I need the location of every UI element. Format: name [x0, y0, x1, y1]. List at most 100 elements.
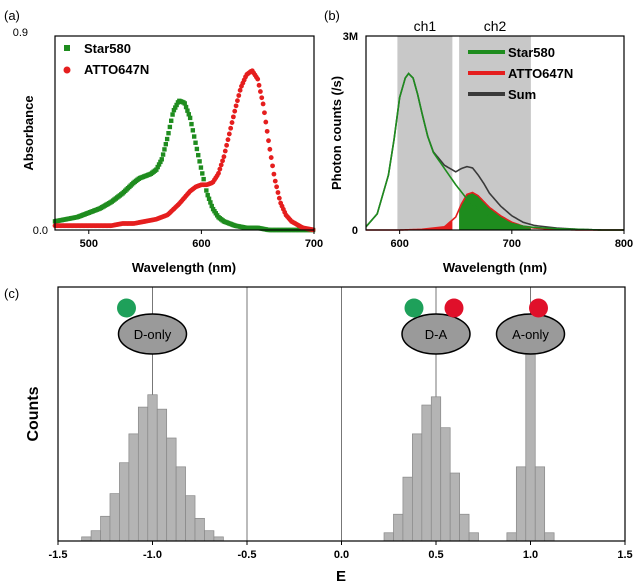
panel-c-xtick-label: -1.5 — [49, 549, 68, 561]
panel-a-point-atto647n — [275, 190, 281, 195]
panel-c-ylabel: Counts — [25, 386, 42, 441]
panel-a-point-star580 — [164, 136, 170, 142]
channel-label-ch2: ch2 — [484, 18, 507, 34]
annotation-dot-a-only — [529, 298, 548, 318]
panel-a-point-atto647n — [222, 148, 228, 154]
panel-a-point-star580 — [198, 165, 204, 170]
panel-a-point-atto647n — [274, 184, 280, 190]
panel-a-point-atto647n — [272, 178, 278, 184]
panel-b-ytick-top: 3M — [343, 31, 358, 43]
annotation-ellipse-d-a — [401, 313, 471, 355]
histogram-bar — [440, 427, 451, 542]
panel-b-plot-area: ch1 ch2 — [365, 18, 624, 231]
channel-label-ch1: ch1 — [414, 18, 437, 34]
histogram-bar — [459, 513, 470, 542]
panel-a-point-atto647n — [218, 162, 224, 168]
histogram-bar — [468, 532, 479, 542]
panel-b-legend-atto647n: ATTO647N — [508, 66, 573, 81]
panel-a-point-atto647n — [264, 128, 270, 134]
histogram-bar — [156, 408, 168, 542]
channel-band-ch1 — [397, 36, 453, 230]
histogram-bar — [128, 433, 139, 542]
annotation-dot-d-only — [117, 298, 136, 318]
annotation-ellipse-a-only — [495, 313, 566, 355]
panel-a-point-atto647n — [255, 76, 261, 82]
histogram-bar — [175, 466, 186, 542]
panel-a-point-atto647n — [217, 166, 223, 172]
histogram-bar — [402, 476, 413, 542]
panel-a-point-atto647n — [266, 138, 271, 144]
panel-a-point-atto647n — [216, 170, 221, 176]
panel-a-xtick-label: 500 — [80, 238, 98, 250]
histogram-bar — [147, 394, 158, 542]
annotation-ellipse-d-only — [117, 313, 188, 355]
histogram-bar — [166, 437, 177, 542]
panel-a-point-atto647n — [256, 82, 262, 88]
panel-c-label: (c) — [4, 286, 19, 301]
panel-a-point-star580 — [160, 152, 166, 157]
panel-c-ticks: -1.5 -1.0 -0.5 0.0 0.5 1.0 1.5 — [49, 541, 633, 561]
panel-a-frame — [54, 35, 315, 231]
panel-a-point-atto647n — [267, 146, 273, 152]
panel-b-ytick-bottom: 0 — [352, 225, 358, 237]
panel-b-ticks: 600 700 800 — [390, 230, 633, 250]
panel-a-xtick-label: 600 — [192, 238, 210, 250]
panel-b-frame — [365, 35, 625, 231]
panel-a-point-star580 — [162, 147, 167, 152]
annotation-dot-d-a — [404, 298, 424, 318]
panel-c-xtick-label: 0.5 — [428, 549, 443, 561]
panel-c-xtick-label: -0.5 — [238, 549, 257, 561]
legend-star580-marker — [64, 45, 70, 51]
panel-a-ytick-bottom: 0.0 — [33, 225, 48, 237]
panel-a-point-atto647n — [230, 114, 236, 120]
panel-a-point-atto647n — [229, 120, 235, 125]
panel-a-point-star580 — [183, 104, 189, 110]
panel-a-point-star580 — [206, 196, 212, 201]
panel-a-point-atto647n — [235, 98, 240, 104]
panel-a-plot-area — [52, 68, 316, 233]
panel-a-legend: Star580 ATTO647N — [63, 41, 149, 77]
panel-a-point-star580 — [193, 140, 198, 145]
panel-a-point-atto647n — [262, 110, 267, 116]
panel-a-point-atto647n — [228, 125, 234, 131]
panel-a-point-star580 — [209, 203, 214, 209]
histogram-bar — [119, 462, 130, 542]
panel-a-point-atto647n — [232, 108, 238, 114]
histogram-bar — [204, 530, 215, 542]
panel-a-point-atto647n — [221, 154, 227, 160]
panel-c-annotations: D-only D-A A-only — [117, 298, 566, 355]
panel-a-point-star580 — [187, 115, 193, 121]
panel-a-point-atto647n — [271, 171, 277, 177]
panel-a-point-star580 — [171, 107, 177, 113]
panel-a-point-atto647n — [259, 95, 265, 101]
panel-a-ytick-top: 0.9 — [13, 27, 28, 39]
panel-a-point-star580 — [190, 128, 196, 133]
histogram-bar — [393, 513, 404, 542]
panel-a-label: (a) — [4, 8, 20, 23]
panel-a-ticks: 500 600 700 — [80, 230, 323, 250]
panel-a-point-star580 — [197, 159, 202, 164]
panel-b-xtick-label: 800 — [615, 238, 633, 250]
panel-b-ylabel: Photon counts (/s) — [329, 76, 344, 190]
histogram-bar — [421, 404, 432, 542]
panel-b-label: (b) — [324, 8, 340, 23]
panel-a-point-star580 — [186, 112, 191, 117]
panel-a-point-star580 — [173, 105, 178, 110]
panel-b-legend-sum: Sum — [508, 87, 536, 102]
panel-a-point-star580 — [182, 101, 187, 106]
legend-atto647n-marker — [63, 66, 71, 74]
panel-a-point-star580 — [185, 108, 190, 113]
panel-b-legend: Star580 ATTO647N Sum — [468, 45, 573, 102]
panel-a-point-star580 — [159, 157, 164, 162]
panel-a-point-star580 — [155, 164, 160, 170]
histogram-bar — [109, 493, 120, 542]
histogram-bar — [544, 532, 555, 542]
panel-a-point-star580 — [156, 162, 162, 167]
panel-a-legend-atto647n: ATTO647N — [84, 62, 149, 77]
panel-b: (b) ch1 ch2 600 700 800 3M 0 Wavelength (nm… — [324, 8, 633, 275]
histogram-bar — [534, 466, 546, 542]
annotation-label-a-only: A-only — [512, 327, 549, 342]
panel-c-xtick-label: -1.0 — [143, 549, 162, 561]
panel-c-xtick-label: 1.0 — [523, 549, 538, 561]
